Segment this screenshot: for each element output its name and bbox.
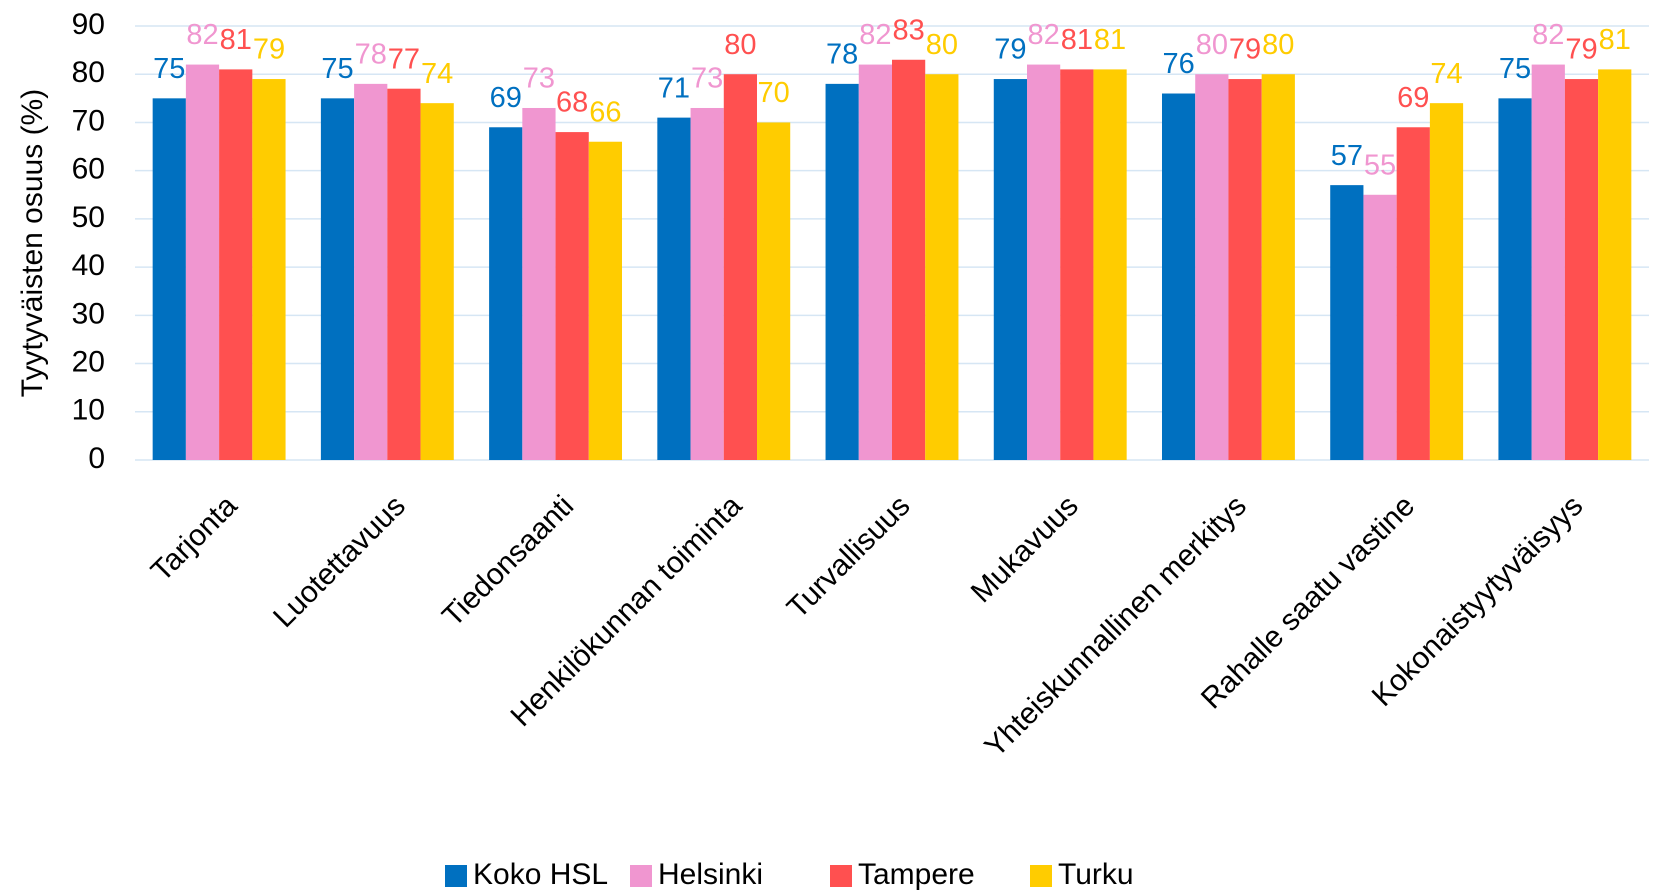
data-label: 69 — [490, 82, 522, 114]
data-label: 71 — [658, 72, 690, 104]
legend-label: Tampere — [858, 858, 975, 891]
bar — [320, 98, 355, 460]
bar — [522, 107, 556, 460]
data-label: 79 — [253, 34, 285, 66]
data-label: 79 — [994, 34, 1026, 66]
data-label: 57 — [1331, 140, 1363, 172]
x-tick-label: Turvallisuus — [781, 489, 917, 625]
y-tick-label: 0 — [88, 442, 105, 475]
data-label: 70 — [757, 77, 789, 109]
data-label: 77 — [388, 43, 420, 75]
legend-swatch — [630, 865, 652, 887]
data-label: 75 — [321, 53, 353, 85]
bar — [420, 103, 454, 461]
data-label: 78 — [826, 39, 858, 71]
x-tick-label: Tarjonta — [145, 489, 244, 588]
bar — [1093, 69, 1127, 461]
bar — [555, 132, 589, 461]
y-tick-label: 90 — [72, 8, 105, 41]
data-label: 74 — [421, 58, 453, 90]
bar — [1598, 69, 1632, 461]
data-label: 66 — [589, 96, 621, 128]
bar — [825, 83, 859, 460]
data-label: 76 — [1162, 48, 1194, 80]
data-label: 80 — [724, 29, 756, 61]
bar — [1261, 74, 1295, 460]
bar — [1330, 185, 1364, 460]
y-axis-label: Tyytyväisten osuus (%) — [16, 89, 49, 397]
bar — [657, 117, 691, 460]
bar — [185, 64, 220, 461]
bar — [1396, 127, 1430, 461]
data-label: 82 — [186, 19, 218, 51]
bar — [1498, 98, 1532, 460]
data-label: 74 — [1430, 58, 1462, 90]
data-label: 73 — [691, 63, 723, 95]
data-label: 80 — [1262, 29, 1294, 61]
bar — [690, 107, 724, 460]
bar — [1531, 64, 1565, 461]
bar — [925, 74, 959, 460]
bar — [219, 69, 253, 461]
legend-swatch — [445, 865, 467, 887]
legend-label: Koko HSL — [473, 858, 608, 891]
y-tick-label: 70 — [72, 104, 105, 137]
y-tick-label: 50 — [72, 201, 105, 234]
legend-swatch — [1030, 865, 1052, 887]
data-label: 82 — [1532, 19, 1564, 51]
data-label: 68 — [556, 87, 588, 119]
bar — [1228, 79, 1262, 461]
bar — [1195, 74, 1229, 460]
bar — [993, 79, 1027, 461]
bar — [152, 98, 186, 460]
bar — [252, 79, 286, 461]
bar — [387, 88, 421, 460]
bar — [1026, 64, 1061, 461]
bar — [1564, 79, 1599, 461]
bar — [1161, 93, 1196, 460]
bar — [1363, 194, 1397, 460]
bar — [1060, 69, 1094, 461]
bar — [858, 64, 892, 461]
x-tick-label: Tiedonsaanti — [436, 489, 580, 633]
data-label: 80 — [926, 29, 958, 61]
data-label: 81 — [1599, 24, 1631, 56]
data-label: 82 — [1027, 19, 1059, 51]
data-label: 75 — [1499, 53, 1531, 85]
data-label: 75 — [153, 53, 185, 85]
bar — [723, 74, 758, 460]
bar — [892, 59, 926, 460]
y-tick-label: 10 — [72, 394, 105, 427]
data-label: 73 — [523, 63, 555, 95]
x-tick-label: Luotettavuus — [267, 489, 412, 634]
data-label: 80 — [1196, 29, 1228, 61]
data-label: 79 — [1229, 34, 1261, 66]
bar — [757, 122, 791, 460]
bar — [588, 141, 623, 460]
y-tick-label: 80 — [72, 56, 105, 89]
y-tick-label: 60 — [72, 153, 105, 186]
legend-label: Turku — [1058, 858, 1134, 891]
bar — [489, 127, 523, 461]
data-label: 81 — [1061, 24, 1093, 56]
x-tick-label: Mukavuus — [965, 489, 1085, 609]
legend-label: Helsinki — [658, 858, 763, 891]
data-label: 81 — [220, 24, 252, 56]
data-label: 78 — [355, 39, 387, 71]
bar — [1429, 103, 1464, 461]
data-label: 82 — [859, 19, 891, 51]
data-label: 83 — [892, 14, 924, 46]
legend-swatch — [830, 865, 852, 887]
y-tick-label: 20 — [72, 345, 105, 378]
y-tick-label: 40 — [72, 249, 105, 282]
data-label: 55 — [1364, 149, 1396, 181]
data-label: 79 — [1565, 34, 1597, 66]
data-label: 69 — [1397, 82, 1429, 114]
data-label: 81 — [1094, 24, 1126, 56]
bar — [354, 83, 388, 460]
y-tick-label: 30 — [72, 297, 105, 330]
